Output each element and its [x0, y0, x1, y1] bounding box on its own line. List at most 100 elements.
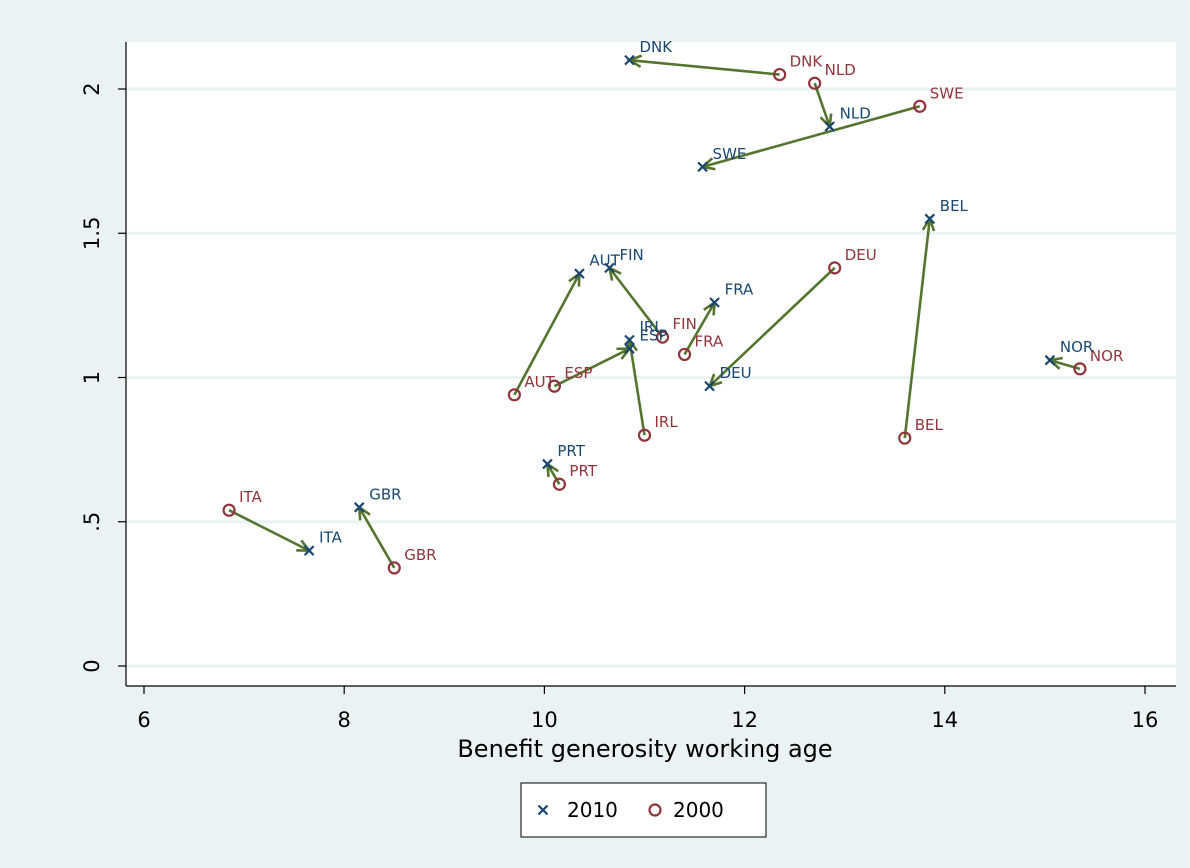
x-tick-label-1: 8 — [338, 708, 351, 732]
label-2000-GBR: GBR — [404, 546, 436, 564]
marker-2010-PRT-stroke-b — [542, 458, 553, 470]
marker-2010-ITA-stroke-b — [303, 545, 315, 556]
marker-2000-PRT — [552, 477, 567, 491]
arrow-DEU — [708, 266, 836, 388]
marker-2010-DEU-stroke-b — [704, 380, 715, 392]
label-2010-DNK: DNK — [639, 38, 673, 56]
arrow-GBR — [358, 506, 396, 569]
arrow-BEL — [903, 218, 932, 439]
marker-2000-FRA — [677, 347, 692, 362]
x-tick-label-5: 16 — [1132, 708, 1159, 732]
legend-marker-2000 — [648, 803, 662, 817]
label-2010-SWE: SWE — [713, 145, 747, 163]
marker-2010-SWE-stroke-b — [697, 161, 708, 173]
plot-area — [126, 42, 1176, 686]
arrow-ITA — [228, 509, 310, 552]
label-2000-PRT: PRT — [569, 462, 597, 480]
marker-2010-NOR-stroke-b — [1044, 354, 1056, 366]
label-2010-ITA: ITA — [319, 529, 342, 547]
marker-2010-ESP-stroke-b — [624, 343, 635, 354]
legend-x-marker — [537, 804, 549, 816]
marker-2010-NOR — [1044, 354, 1056, 366]
marker-2010-NLD-stroke-b — [824, 121, 835, 132]
legend-marker-2010 — [537, 804, 549, 816]
marker-2000-ESP — [547, 379, 562, 393]
marker-2000-DEU — [828, 261, 842, 275]
label-2010-AUT: AUT — [589, 252, 620, 270]
legend-x-marker-stroke-b — [537, 804, 549, 816]
y-tick-label-4: 2 — [80, 82, 104, 95]
marker-2000-GBR — [387, 561, 401, 575]
axes: 0 .5 1 1.5 2 6 8 10 12 14 16 — [80, 42, 1176, 732]
markers — [222, 54, 1087, 575]
marker-2000-BEL — [898, 431, 912, 445]
marker-2010-GBR — [353, 502, 365, 513]
marker-2010-AUT-stroke-b — [574, 268, 585, 279]
label-2000-FRA: FRA — [695, 332, 724, 350]
x-tick-label-0: 6 — [137, 708, 150, 732]
marker-2010-PRT — [542, 458, 553, 470]
label-2000-SWE: SWE — [930, 84, 964, 102]
arrow-NLD — [813, 82, 831, 127]
marker-2010-FIN-stroke-b — [604, 262, 615, 274]
x-tick-label-4: 14 — [931, 708, 958, 732]
legend-circle-marker — [648, 803, 662, 817]
point-labels: DNK NLDSWEBELAUTFINFRAIRLESPDEUNORPRTGBRI… — [239, 38, 1123, 564]
label-2000-NLD: NLD — [825, 61, 856, 79]
label-2010-FRA: FRA — [725, 280, 754, 298]
marker-2010-BEL-stroke-b — [924, 213, 936, 225]
arrow-IRL — [628, 339, 646, 436]
marker-2000-SWE — [913, 99, 927, 113]
label-2000-DNK: DNK — [790, 53, 824, 71]
marker-2010-NLD — [824, 121, 835, 132]
label-2000-DEU: DEU — [845, 246, 877, 264]
grid-lines — [126, 87, 1176, 668]
label-2010-IRL: IRL — [639, 318, 663, 336]
arrow-ESP — [553, 347, 631, 388]
marker-2010-IRL-stroke-b — [624, 334, 635, 346]
marker-2000-AUT — [507, 388, 521, 402]
legend: 2010 2000 — [520, 782, 767, 838]
marker-2010-FRA-stroke-b — [709, 297, 720, 308]
marker-2010-SWE — [697, 161, 708, 173]
marker-2010-DNK — [624, 54, 635, 66]
marker-2000-IRL — [637, 428, 652, 442]
y-tick-label-3: 1.5 — [80, 217, 104, 250]
label-2000-AUT: AUT — [524, 373, 555, 391]
label-2010-NOR: NOR — [1060, 338, 1093, 356]
legend-label-2000: 2000 — [673, 798, 724, 822]
x-axis-title: Benefit generosity working age — [457, 735, 832, 763]
label-2010-FIN: FIN — [619, 246, 643, 264]
marker-2000-ITA — [222, 503, 236, 517]
label-2000-FIN: FIN — [673, 315, 697, 333]
marker-2010-FIN — [604, 262, 615, 274]
y-tick-label-1: .5 — [80, 512, 104, 532]
marker-2010-ITA — [303, 545, 315, 556]
label-2010-ESP: ESP — [639, 327, 667, 345]
label-2010-BEL: BEL — [940, 197, 969, 215]
legend-label-2010: 2010 — [567, 798, 618, 822]
y-tick-label-2: 1 — [80, 371, 104, 384]
marker-2000-FIN — [655, 330, 670, 344]
label-2010-DEU: DEU — [720, 364, 752, 382]
label-2010-PRT: PRT — [557, 442, 585, 460]
arrow-SWE — [702, 105, 921, 169]
marker-2010-ESP — [624, 343, 635, 354]
marker-2010-DEU — [704, 380, 715, 392]
label-2000-ITA: ITA — [239, 488, 262, 506]
marker-2010-BEL — [924, 213, 936, 225]
arrow-FRA — [683, 301, 716, 356]
y-tick-label-0: 0 — [80, 659, 104, 672]
label-2010-NLD: NLD — [840, 105, 871, 123]
label-2010-GBR: GBR — [369, 485, 401, 503]
marker-2000-DNK — [773, 67, 787, 82]
marker-2010-DNK-stroke-b — [624, 54, 635, 66]
marker-2000-NOR — [1073, 362, 1087, 376]
label-2000-ESP: ESP — [564, 364, 592, 382]
label-2000-IRL: IRL — [655, 413, 679, 431]
x-tick-label-2: 10 — [531, 708, 558, 732]
x-tick-label-3: 12 — [731, 708, 758, 732]
marker-2010-GBR-stroke-b — [353, 502, 365, 513]
arrow-DNK — [629, 58, 780, 76]
